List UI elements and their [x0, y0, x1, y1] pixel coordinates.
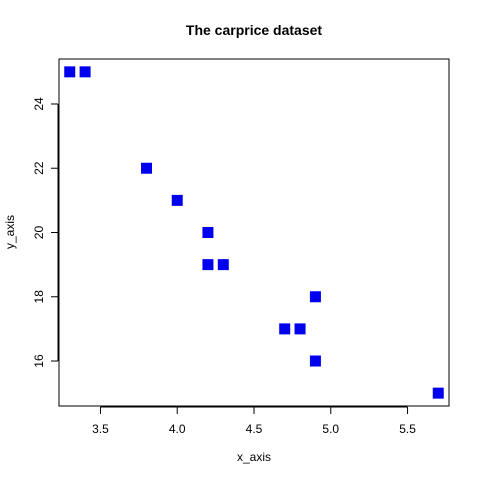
y-tick-label: 24 [32, 97, 46, 111]
y-axis: 16 18 20 22 24 [32, 97, 59, 368]
x-tick-label: 4.5 [246, 422, 263, 436]
data-point [279, 323, 291, 335]
data-point [202, 259, 214, 271]
data-point [217, 259, 229, 271]
data-point [79, 66, 91, 78]
plot-area [58, 58, 450, 407]
y-tick-label: 20 [32, 226, 46, 240]
chart-title: The carprice dataset [186, 22, 323, 38]
y-tick-label: 18 [32, 290, 46, 304]
data-point [202, 227, 214, 238]
x-axis-label: x_axis [237, 450, 271, 464]
data-point [64, 66, 76, 78]
data-point [309, 291, 321, 303]
data-point [309, 355, 321, 367]
data-point [294, 323, 306, 335]
y-axis-label: y_axis [3, 215, 17, 249]
y-tick-label: 16 [32, 354, 46, 368]
x-tick-label: 5.5 [399, 422, 416, 436]
x-tick-label: 4.0 [169, 422, 186, 436]
data-point [432, 387, 444, 399]
x-tick-label: 3.5 [92, 422, 109, 436]
data-points [64, 66, 444, 399]
y-tick-label: 22 [32, 161, 46, 175]
x-tick-label: 5.0 [322, 422, 339, 436]
data-point [141, 162, 153, 174]
x-axis: 3.5 4.0 4.5 5.0 5.5 [92, 406, 416, 436]
data-point [171, 194, 183, 206]
